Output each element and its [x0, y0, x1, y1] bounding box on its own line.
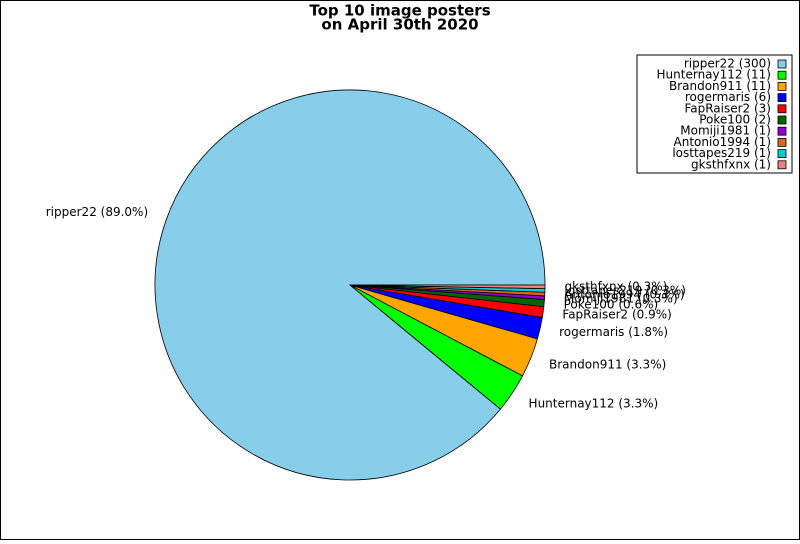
legend-label: Brandon911 (11) — [669, 79, 771, 93]
slice-label: rogermaris (1.8%) — [559, 325, 668, 339]
chart-title: on April 30th 2020 — [321, 16, 478, 34]
slice-label: Antonio1994 (0.3%) — [564, 287, 684, 301]
chart-title: Top 10 image posters — [309, 2, 490, 20]
legend-swatch — [777, 149, 787, 159]
legend-swatch — [777, 160, 787, 170]
legend-swatch — [777, 115, 787, 125]
legend-swatch — [777, 137, 787, 147]
legend-label: Antonio1994 (1) — [674, 135, 772, 149]
legend-swatch — [777, 82, 787, 91]
slice-label: FapRaiser2 (0.9%) — [562, 307, 671, 321]
slice-label: gksthfxnx (0.3%) — [564, 279, 667, 293]
legend-swatch — [777, 59, 787, 69]
slice-label: Momiji1981 (0.3%) — [564, 291, 678, 305]
legend-swatch — [777, 93, 787, 102]
legend-label: losttapes219 (1) — [672, 146, 771, 160]
slice-label: Hunternay112 (3.3%) — [529, 396, 659, 410]
legend-label: FapRaiser2 (3) — [684, 101, 771, 115]
legend-label: ripper22 (300) — [684, 57, 771, 71]
slice-label: losttapes219 (0.3%) — [564, 283, 686, 297]
pie-slice — [349, 284, 546, 290]
slice-label: Brandon911 (3.3%) — [549, 358, 666, 372]
legend-label: gksthfxnx (1) — [691, 157, 771, 171]
slice-label: Poke100 (0.6%) — [564, 297, 659, 311]
legend-box — [636, 54, 793, 174]
legend-swatch — [777, 126, 787, 136]
legend-swatch — [777, 104, 787, 114]
legend-label: Poke100 (2) — [699, 113, 771, 127]
slice-label: ripper22 (89.0%) — [46, 205, 148, 219]
legend-label: rogermaris (6) — [685, 90, 771, 104]
legend-label: Hunternay112 (11) — [657, 68, 771, 82]
legend-swatch — [777, 70, 787, 80]
legend-label: Momiji1981 (1) — [680, 124, 771, 138]
